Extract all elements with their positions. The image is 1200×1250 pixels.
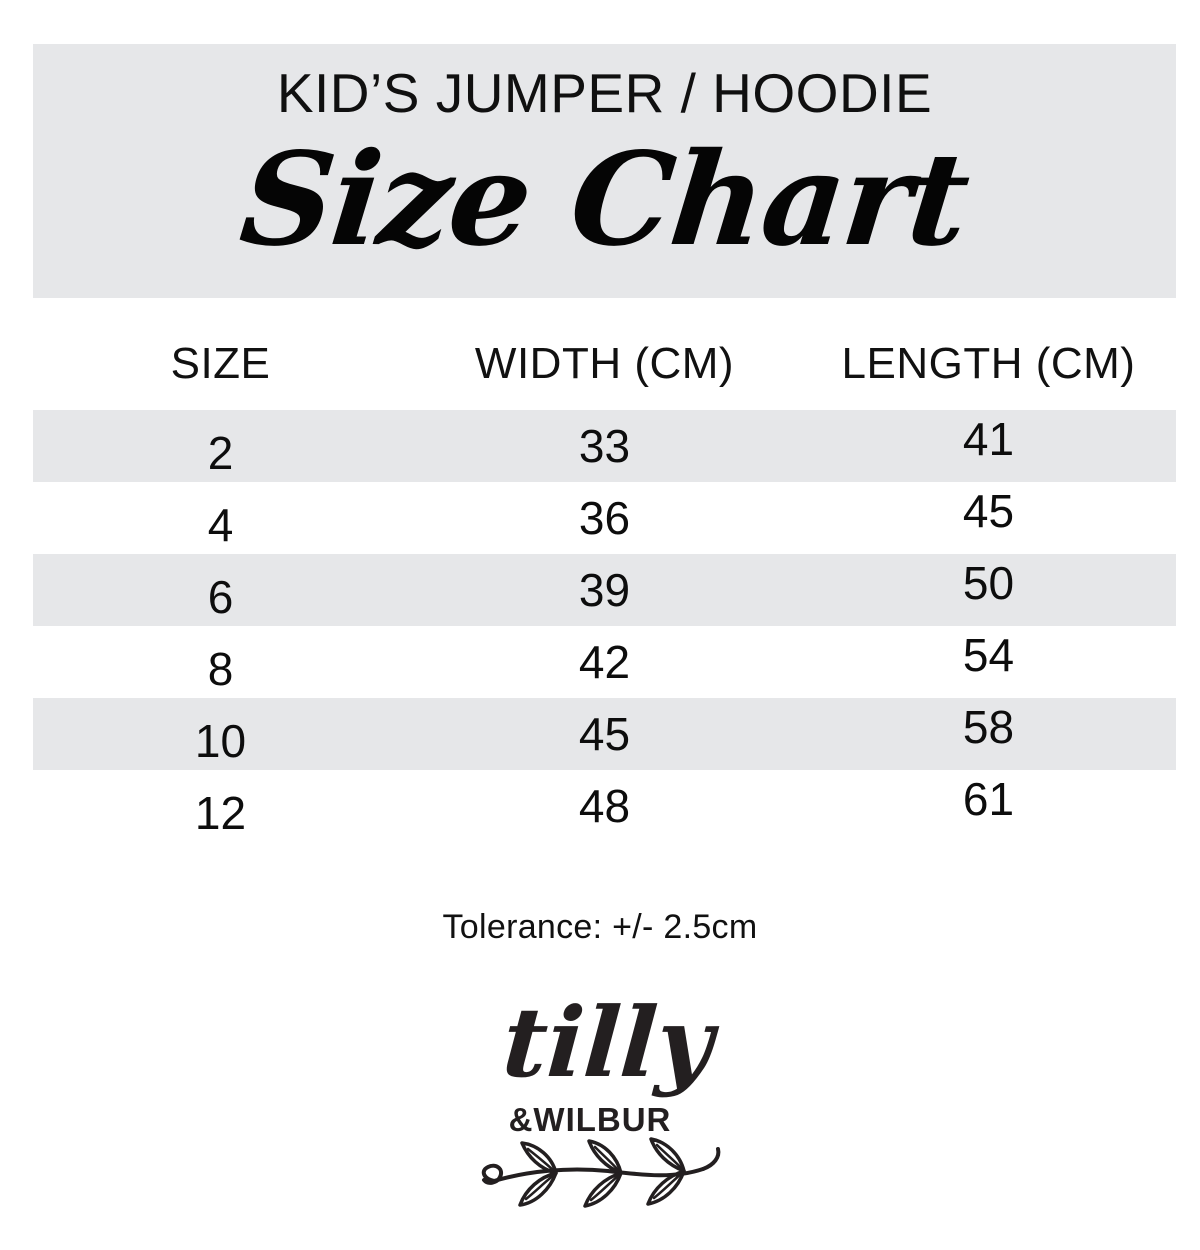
header-banner: KID’S JUMPER / HOODIE Size Chart <box>33 44 1176 298</box>
value-length: 50 <box>962 557 1015 609</box>
table-row: 10 45 58 <box>33 698 1176 770</box>
column-header-size-cell: SIZE <box>33 318 408 410</box>
cell-width: 45 <box>408 698 801 770</box>
table-header-row: SIZE WIDTH (CM) LENGTH (CM) <box>33 318 1176 410</box>
cell-length: 50 <box>801 554 1176 626</box>
cell-length: 41 <box>801 410 1176 482</box>
value-size: 8 <box>207 643 234 695</box>
value-length: 54 <box>962 629 1015 681</box>
cell-size: 10 <box>33 698 408 770</box>
value-size: 10 <box>194 715 247 767</box>
column-header-width-cell: WIDTH (CM) <box>408 318 801 410</box>
value-width: 48 <box>578 780 631 832</box>
cell-length: 45 <box>801 482 1176 554</box>
garment-type-title: KID’S JUMPER / HOODIE <box>276 62 933 124</box>
cell-width: 42 <box>408 626 801 698</box>
cell-width: 36 <box>408 482 801 554</box>
cell-length: 54 <box>801 626 1176 698</box>
cell-size: 12 <box>33 770 408 842</box>
value-size: 4 <box>207 499 234 551</box>
value-length: 45 <box>962 485 1015 537</box>
table-row: 8 42 54 <box>33 626 1176 698</box>
value-size: 6 <box>207 571 234 623</box>
cell-width: 33 <box>408 410 801 482</box>
value-size: 12 <box>194 787 247 839</box>
tolerance-note: Tolerance: +/- 2.5cm <box>442 908 758 946</box>
value-length: 58 <box>962 701 1015 753</box>
table-row: 6 39 50 <box>33 554 1176 626</box>
brand-name-script: tilly <box>499 986 717 1099</box>
value-width: 33 <box>578 420 631 472</box>
cell-size: 6 <box>33 554 408 626</box>
value-width: 39 <box>578 564 631 616</box>
table-row: 12 48 61 <box>33 770 1176 842</box>
cell-size: 4 <box>33 482 408 554</box>
value-length: 41 <box>962 413 1015 465</box>
brand-logo: tilly &WILBUR <box>0 986 1200 1210</box>
cell-size: 2 <box>33 410 408 482</box>
leaf-branch-icon <box>478 1135 722 1215</box>
value-length: 61 <box>962 773 1015 825</box>
value-width: 36 <box>578 492 631 544</box>
value-width: 45 <box>578 708 631 760</box>
column-header-size: SIZE <box>170 339 271 388</box>
cell-width: 48 <box>408 770 801 842</box>
table-row: 2 33 41 <box>33 410 1176 482</box>
brand-name-sub: &WILBUR <box>508 1101 672 1138</box>
value-size: 2 <box>207 427 234 479</box>
column-header-length: LENGTH (CM) <box>841 339 1136 388</box>
column-header-width: WIDTH (CM) <box>474 339 735 388</box>
column-header-length-cell: LENGTH (CM) <box>801 318 1176 410</box>
cell-width: 39 <box>408 554 801 626</box>
cell-length: 61 <box>801 770 1176 842</box>
cell-length: 58 <box>801 698 1176 770</box>
value-width: 42 <box>578 636 631 688</box>
table-row: 4 36 45 <box>33 482 1176 554</box>
cell-size: 8 <box>33 626 408 698</box>
size-chart-table: SIZE WIDTH (CM) LENGTH (CM) 2 33 41 4 36… <box>33 318 1176 842</box>
page-title: Size Chart <box>234 125 975 275</box>
